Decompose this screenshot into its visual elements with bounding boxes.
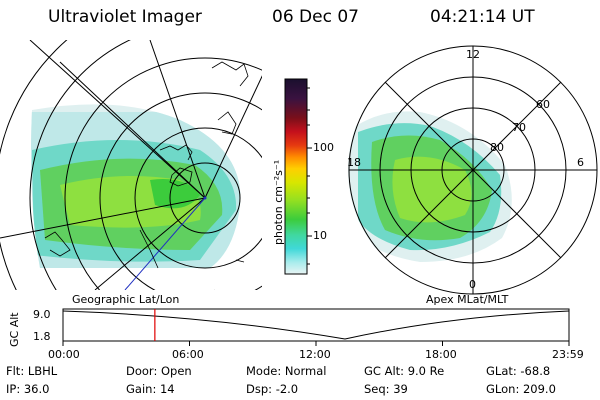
mlat-label-70: 70 [512, 121, 526, 134]
timeline-x-tick: 06:00 [172, 348, 204, 361]
info-ip: IP: 36.0 [6, 382, 50, 396]
image-time: 04:21:14 UT [430, 7, 535, 27]
info-seq: Seq: 39 [364, 382, 408, 396]
timeline-x-tick: 18:00 [425, 348, 457, 361]
info-gc-alt: GC Alt: 9.0 Re [364, 364, 445, 378]
mlt-label-12: 12 [466, 48, 480, 61]
timeline-y-tick-low: 1.8 [33, 330, 51, 343]
colorbar-tick-100: 100 [313, 141, 334, 154]
geographic-panel-label: Geographic Lat/Lon [72, 293, 180, 306]
image-date: 06 Dec 07 [272, 7, 359, 27]
mlt-label-18: 18 [347, 156, 361, 169]
timeline-x-tick: 00:00 [48, 348, 80, 361]
info-glat: GLat: -68.8 [486, 364, 551, 378]
info-filter: Flt: LBHL [6, 364, 58, 378]
timeline-y-label: GC Alt [8, 312, 21, 347]
mlat-label-80: 80 [490, 141, 504, 154]
info-door: Door: Open [126, 364, 192, 378]
mlat-label-60: 60 [536, 98, 550, 111]
instrument-title: Ultraviolet Imager [48, 7, 202, 27]
timeline-x-tick: 23:59 [552, 348, 584, 361]
colorbar-tick-10: 10 [313, 229, 327, 242]
info-gain: Gain: 14 [126, 382, 175, 396]
apex-panel-label: Apex MLat/MLT [426, 293, 509, 306]
timeline-x-tick: 12:00 [299, 348, 331, 361]
info-mode: Mode: Normal [246, 364, 327, 378]
info-dsp: Dsp: -2.0 [246, 382, 299, 396]
mlt-label-0: 0 [469, 278, 476, 291]
mlt-label-6: 6 [577, 156, 584, 169]
timeline-y-tick-high: 9.0 [33, 308, 51, 321]
info-glon: GLon: 209.0 [486, 382, 556, 396]
